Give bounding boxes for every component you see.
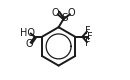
Text: HO: HO — [20, 28, 35, 38]
Text: S: S — [61, 13, 67, 23]
Text: O: O — [52, 8, 60, 18]
Text: F: F — [87, 32, 93, 42]
Text: F: F — [85, 38, 91, 48]
Text: F: F — [85, 26, 91, 36]
Text: O: O — [68, 8, 76, 18]
Text: O: O — [26, 39, 33, 49]
